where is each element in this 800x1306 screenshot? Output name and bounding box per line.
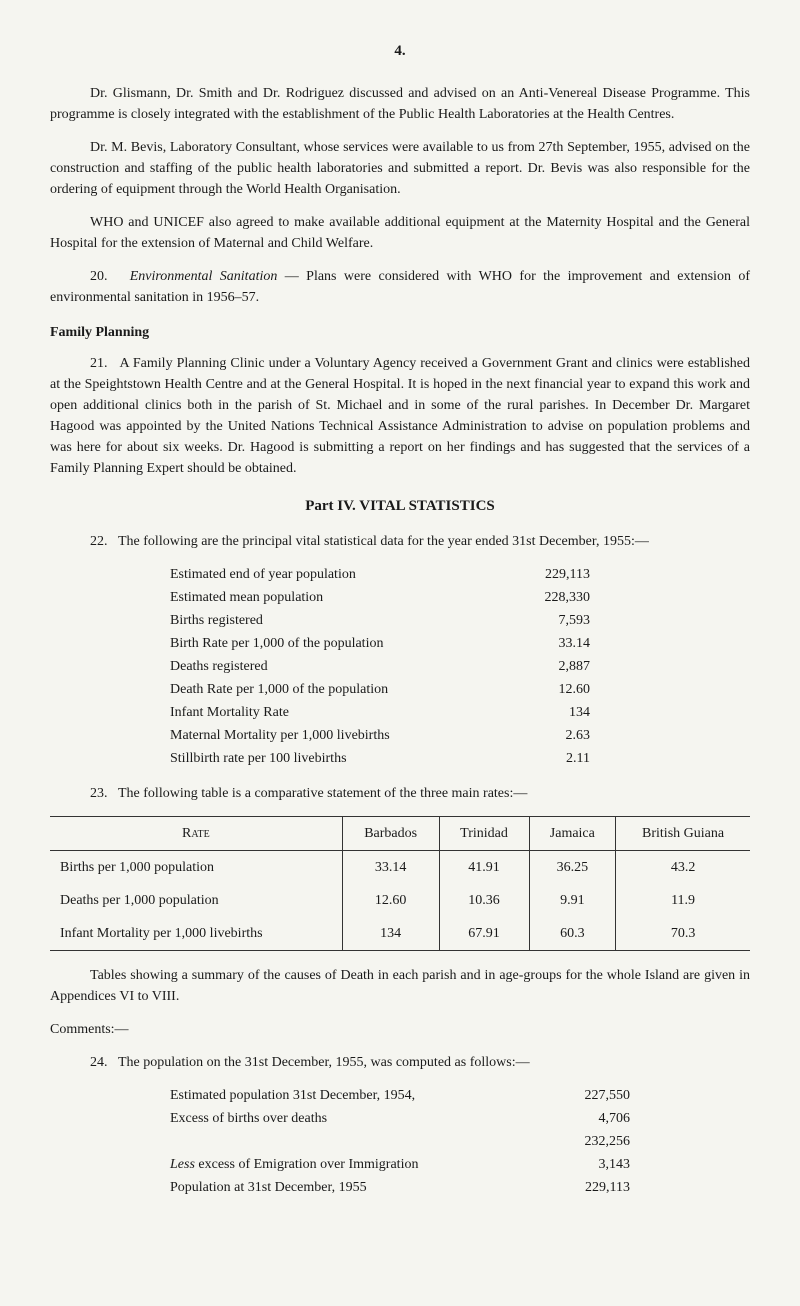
table-cell: 41.91 (439, 851, 529, 885)
para4-title: Environmental Sanitation (130, 269, 278, 284)
table-header: Jamaica (529, 817, 616, 851)
table-cell: 36.25 (529, 851, 616, 885)
pop-label-rest: excess of Emigration over Immigration (195, 1157, 419, 1172)
paragraph-2: Dr. M. Bevis, Laboratory Consultant, who… (50, 137, 750, 200)
stats-value: 12.60 (510, 679, 590, 700)
pop-value: 227,550 (550, 1085, 630, 1106)
pop-label (170, 1131, 550, 1152)
table-cell: 43.2 (616, 851, 750, 885)
family-planning-heading: Family Planning (50, 322, 750, 343)
stats-label: Maternal Mortality per 1,000 livebirths (170, 725, 510, 746)
table-cell: Births per 1,000 population (50, 851, 342, 885)
stats-row: Infant Mortality Rate134 (170, 702, 750, 723)
stats-value: 229,113 (510, 564, 590, 585)
para7-number: 23. (90, 786, 108, 801)
para5-text: A Family Planning Clinic under a Volunta… (50, 356, 750, 476)
table-cell: 134 (342, 917, 439, 951)
pop-label: Less excess of Emigration over Immigrati… (170, 1154, 550, 1175)
comments-heading: Comments:— (50, 1019, 750, 1040)
table-cell: 70.3 (616, 917, 750, 951)
stats-label: Death Rate per 1,000 of the population (170, 679, 510, 700)
population-list: Estimated population 31st December, 1954… (170, 1085, 750, 1198)
pop-label-prefix: Less (170, 1157, 195, 1172)
paragraph-4: 20. Environmental Sanitation — Plans wer… (50, 266, 750, 308)
stats-value: 134 (510, 702, 590, 723)
para9-text: The population on the 31st December, 195… (118, 1055, 530, 1070)
rates-table: Rate Barbados Trinidad Jamaica British G… (50, 816, 750, 951)
pop-label: Population at 31st December, 1955 (170, 1177, 550, 1198)
pop-row: Population at 31st December, 1955229,113 (170, 1177, 750, 1198)
stats-row: Stillbirth rate per 100 livebirths2.11 (170, 748, 750, 769)
table-header: Trinidad (439, 817, 529, 851)
stats-value: 7,593 (510, 610, 590, 631)
table-row: Infant Mortality per 1,000 livebirths 13… (50, 917, 750, 951)
para6-text: The following are the principal vital st… (118, 534, 649, 549)
para7-text: The following table is a comparative sta… (118, 786, 527, 801)
stats-label: Estimated mean population (170, 587, 510, 608)
pop-row: Excess of births over deaths4,706 (170, 1108, 750, 1129)
paragraph-7: 23. The following table is a comparative… (50, 783, 750, 804)
para5-number: 21. (90, 356, 108, 371)
stats-row: Maternal Mortality per 1,000 livebirths2… (170, 725, 750, 746)
pop-row: 232,256 (170, 1131, 750, 1152)
table-header: Barbados (342, 817, 439, 851)
table-cell: 12.60 (342, 884, 439, 917)
stats-label: Births registered (170, 610, 510, 631)
para9-number: 24. (90, 1055, 108, 1070)
table-cell: 60.3 (529, 917, 616, 951)
para4-number: 20. (90, 269, 108, 284)
stats-row: Birth Rate per 1,000 of the population33… (170, 633, 750, 654)
paragraph-9: 24. The population on the 31st December,… (50, 1052, 750, 1073)
stats-value: 228,330 (510, 587, 590, 608)
pop-value: 3,143 (550, 1154, 630, 1175)
paragraph-8: Tables showing a summary of the causes o… (50, 965, 750, 1007)
paragraph-1: Dr. Glismann, Dr. Smith and Dr. Rodrigue… (50, 83, 750, 125)
table-row: Deaths per 1,000 population 12.60 10.36 … (50, 884, 750, 917)
pop-label: Excess of births over deaths (170, 1108, 550, 1129)
para6-number: 22. (90, 534, 108, 549)
stats-row: Deaths registered2,887 (170, 656, 750, 677)
pop-value: 232,256 (550, 1131, 630, 1152)
stats-row: Death Rate per 1,000 of the population12… (170, 679, 750, 700)
stats-label: Deaths registered (170, 656, 510, 677)
table-cell: Infant Mortality per 1,000 livebirths (50, 917, 342, 951)
table-header: Rate (50, 817, 342, 851)
stats-value: 33.14 (510, 633, 590, 654)
paragraph-6: 22. The following are the principal vita… (50, 531, 750, 552)
stats-label: Stillbirth rate per 100 livebirths (170, 748, 510, 769)
pop-label: Estimated population 31st December, 1954… (170, 1085, 550, 1106)
table-cell: 67.91 (439, 917, 529, 951)
pop-row: Less excess of Emigration over Immigrati… (170, 1154, 750, 1175)
pop-row: Estimated population 31st December, 1954… (170, 1085, 750, 1106)
stats-row: Births registered7,593 (170, 610, 750, 631)
table-cell: 9.91 (529, 884, 616, 917)
stats-row: Estimated end of year population229,113 (170, 564, 750, 585)
stats-value: 2.11 (510, 748, 590, 769)
stats-list: Estimated end of year population229,113 … (170, 564, 750, 769)
stats-value: 2,887 (510, 656, 590, 677)
stats-label: Estimated end of year population (170, 564, 510, 585)
stats-value: 2.63 (510, 725, 590, 746)
table-cell: 10.36 (439, 884, 529, 917)
stats-row: Estimated mean population228,330 (170, 587, 750, 608)
paragraph-3: WHO and UNICEF also agreed to make avail… (50, 212, 750, 254)
stats-label: Infant Mortality Rate (170, 702, 510, 723)
table-row: Births per 1,000 population 33.14 41.91 … (50, 851, 750, 885)
paragraph-5: 21. A Family Planning Clinic under a Vol… (50, 353, 750, 479)
stats-label: Birth Rate per 1,000 of the population (170, 633, 510, 654)
page-number: 4. (50, 40, 750, 63)
table-header: British Guiana (616, 817, 750, 851)
table-cell: 33.14 (342, 851, 439, 885)
table-cell: Deaths per 1,000 population (50, 884, 342, 917)
pop-value: 229,113 (550, 1177, 630, 1198)
pop-value: 4,706 (550, 1108, 630, 1129)
part-heading: Part IV. VITAL STATISTICS (50, 495, 750, 518)
table-cell: 11.9 (616, 884, 750, 917)
